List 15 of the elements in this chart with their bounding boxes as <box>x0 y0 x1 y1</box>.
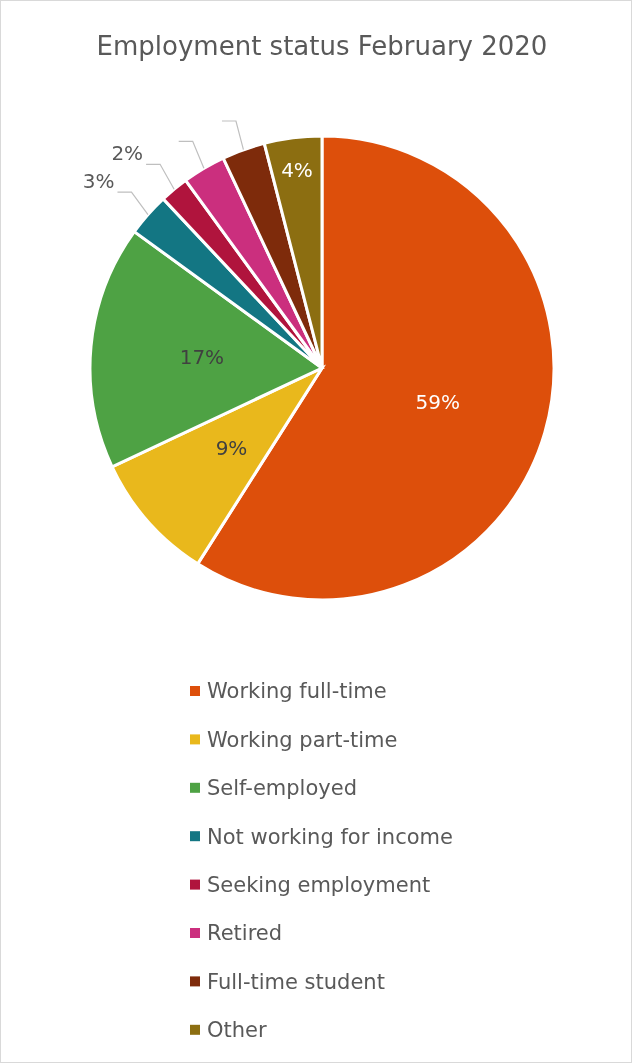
data-label: 4% <box>281 158 313 183</box>
legend-label: Working part-time <box>207 727 398 752</box>
data-label: 17% <box>179 344 225 369</box>
data-label: 3% <box>82 169 115 194</box>
data-label: 59% <box>415 389 461 414</box>
legend-label: Full-time student <box>207 969 385 994</box>
legend-label: Working full-time <box>207 679 387 704</box>
data-label: 2% <box>111 141 144 166</box>
legend-label: Not working for income <box>207 824 453 849</box>
legend-label: Seeking employment <box>207 872 431 897</box>
legend-label: Retired <box>207 921 283 946</box>
chart-title: Employment status February 2020 <box>96 31 548 61</box>
legend-label: Other <box>207 1018 267 1043</box>
legend-label: Self-employed <box>207 776 357 801</box>
data-label: 9% <box>215 435 248 460</box>
